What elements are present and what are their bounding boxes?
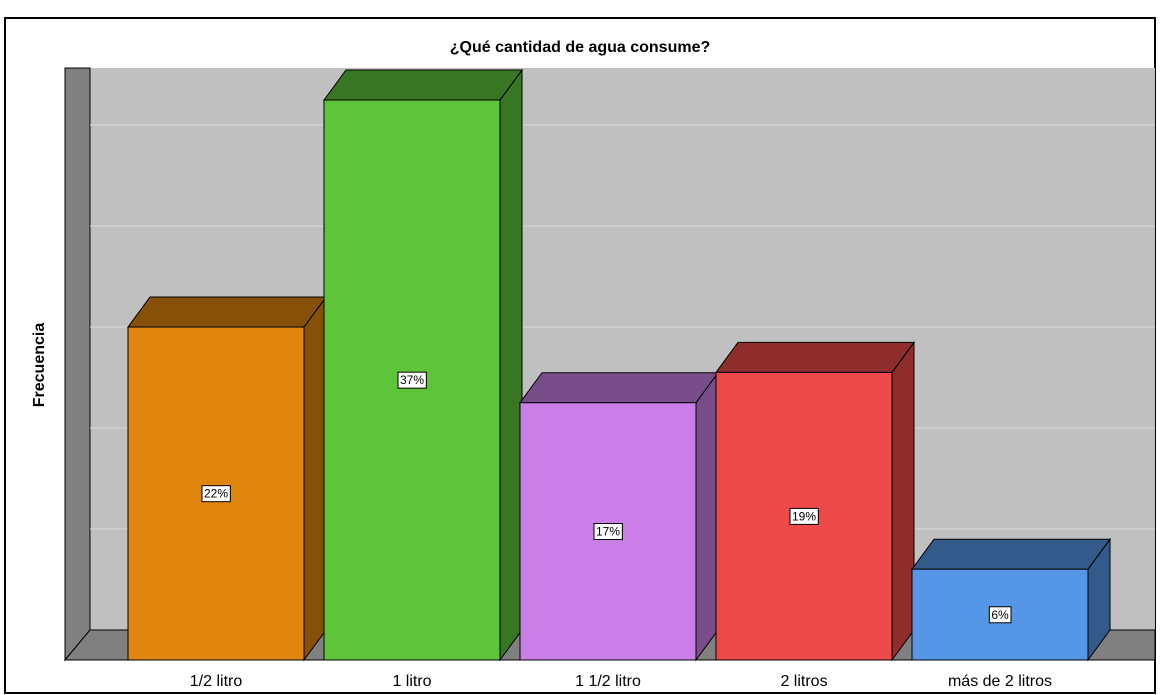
x-tick-label: 1/2 litro	[190, 673, 243, 690]
data-label: 37%	[400, 373, 424, 387]
bar	[127, 295, 327, 662]
data-label: 6%	[991, 608, 1009, 622]
data-label: 19%	[792, 509, 816, 523]
bar-top	[715, 341, 915, 373]
data-label-box	[201, 485, 231, 503]
bar-top	[323, 69, 523, 101]
data-label-box	[988, 606, 1012, 624]
bar	[715, 340, 915, 662]
bar	[323, 68, 523, 662]
data-label: 22%	[204, 487, 228, 501]
bar-top	[519, 372, 719, 404]
data-label-box	[397, 371, 427, 389]
bar-side	[499, 68, 523, 662]
bar-top	[911, 538, 1111, 570]
bar	[519, 371, 719, 662]
x-tick-label: 1 1/2 litro	[575, 673, 641, 690]
bar	[911, 537, 1111, 662]
chart-title: ¿Qué cantidad de agua consume?	[450, 39, 711, 56]
bar-top	[127, 296, 327, 328]
bar-side	[891, 340, 915, 662]
bar-side	[695, 371, 719, 662]
data-label-box	[593, 523, 623, 541]
data-label-box	[789, 507, 819, 525]
data-label: 17%	[596, 525, 620, 539]
x-tick-label: más de 2 litros	[948, 673, 1052, 690]
side-wall	[64, 67, 91, 662]
x-tick-label: 2 litros	[780, 673, 827, 690]
y-axis-label: Frecuencia	[31, 323, 48, 408]
bar-side	[303, 295, 327, 662]
x-tick-label: 1 litro	[392, 673, 431, 690]
